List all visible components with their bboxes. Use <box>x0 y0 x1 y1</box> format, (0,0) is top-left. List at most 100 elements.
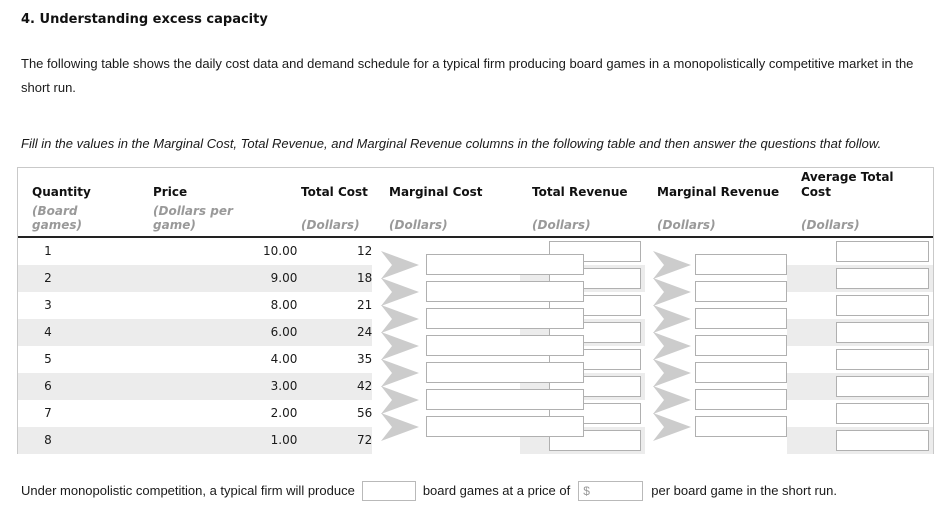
price-value: 3.00 <box>77 373 298 400</box>
marginal-cost-input[interactable] <box>426 308 584 329</box>
price-value: 1.00 <box>77 427 298 454</box>
column-units-total-revenue: (Dollars) <box>532 218 591 232</box>
cost-demand-table: Quantity Price Total Cost Marginal Cost … <box>17 167 934 454</box>
marginal-revenue-input[interactable] <box>695 308 787 329</box>
column-header-marginal-revenue: Marginal Revenue <box>657 185 780 199</box>
question-text-part3: per board game in the short run. <box>651 483 837 498</box>
quantity-value: 4 <box>18 319 78 346</box>
table-row: 7 2.00 56 <box>18 400 933 427</box>
instruction-text: Fill in the values in the Marginal Cost,… <box>21 136 882 151</box>
column-header-quantity: Quantity <box>32 185 91 199</box>
marginal-cost-input[interactable] <box>426 335 584 356</box>
column-header-price: Price <box>153 185 188 199</box>
average-total-cost-input[interactable] <box>836 295 930 316</box>
column-units-quantity: (Board games) <box>32 204 82 232</box>
average-total-cost-cell <box>787 427 934 454</box>
marginal-revenue-input[interactable] <box>695 362 787 383</box>
average-total-cost-cell <box>787 373 934 400</box>
marginal-revenue-input[interactable] <box>695 416 787 437</box>
marginal-revenue-input[interactable] <box>695 389 787 410</box>
average-total-cost-input[interactable] <box>836 268 930 289</box>
marginal-arrow-icon <box>381 278 419 306</box>
quantity-value: 6 <box>18 373 78 400</box>
average-total-cost-cell <box>787 238 933 265</box>
marginal-arrow-icon <box>381 359 419 387</box>
marginal-cost-input[interactable] <box>426 362 584 383</box>
total-cost-value: 72 <box>297 427 373 454</box>
price-input[interactable] <box>592 483 639 498</box>
total-cost-value: 12 <box>356 244 373 258</box>
average-total-cost-input[interactable] <box>836 349 930 370</box>
column-header-total-revenue: Total Revenue <box>532 185 628 199</box>
marginal-revenue-input[interactable] <box>695 281 787 302</box>
table-row: 8 1.00 72 <box>18 427 934 454</box>
average-total-cost-input[interactable] <box>836 241 930 262</box>
quantity-value: 8 <box>18 427 78 454</box>
quantity-value: 2 <box>18 265 78 292</box>
average-total-cost-cell <box>787 265 934 292</box>
marginal-arrow-icon <box>653 359 691 387</box>
page-title: 4. Understanding excess capacity <box>21 12 268 27</box>
marginal-cost-input[interactable] <box>426 254 584 275</box>
average-total-cost-cell <box>787 346 933 373</box>
total-cost-value: 21 <box>356 298 373 312</box>
average-total-cost-cell <box>787 292 933 319</box>
price-input-box[interactable]: $ <box>578 480 644 501</box>
column-units-average-total-cost: (Dollars) <box>801 218 860 232</box>
table-row: 1 10.00 12 <box>18 238 933 265</box>
average-total-cost-cell <box>787 319 934 346</box>
marginal-revenue-input[interactable] <box>695 254 787 275</box>
total-cost-value: 42 <box>297 373 373 400</box>
quantity-value: 5 <box>44 352 52 366</box>
marginal-revenue-input[interactable] <box>695 335 787 356</box>
fill-in-question: Under monopolistic competition, a typica… <box>21 480 946 501</box>
table-header-row: Quantity Price Total Cost Marginal Cost … <box>18 168 933 238</box>
question-text-part2: board games at a price of <box>422 483 571 498</box>
average-total-cost-input[interactable] <box>836 322 930 343</box>
column-units-price: (Dollars per game) <box>153 204 233 232</box>
marginal-cost-input[interactable] <box>426 416 584 437</box>
column-header-average-total-cost: Average Total Cost <box>801 170 894 199</box>
intro-paragraph: The following table shows the daily cost… <box>21 56 914 95</box>
marginal-arrow-icon <box>381 305 419 333</box>
average-total-cost-input[interactable] <box>836 376 930 397</box>
marginal-cost-input[interactable] <box>426 281 584 302</box>
average-total-cost-input[interactable] <box>836 430 930 451</box>
quantity-value: 1 <box>44 244 52 258</box>
dollar-prefix: $ <box>583 483 590 498</box>
total-cost-value: 56 <box>356 406 373 420</box>
price-value: 2.00 <box>270 406 298 420</box>
price-value: 4.00 <box>270 352 298 366</box>
column-units-total-cost: (Dollars) <box>301 218 360 232</box>
marginal-cost-input[interactable] <box>426 389 584 410</box>
price-value: 10.00 <box>263 244 298 258</box>
marginal-arrow-icon <box>653 386 691 414</box>
quantity-value: 7 <box>44 406 52 420</box>
quantity-value: 3 <box>44 298 52 312</box>
total-cost-value: 35 <box>356 352 373 366</box>
marginal-arrow-icon <box>653 305 691 333</box>
price-value: 8.00 <box>270 298 298 312</box>
marginal-arrow-icon <box>381 386 419 414</box>
table-body: 1 10.00 12 2 9.00 18 3 8.00 21 <box>18 238 934 454</box>
average-total-cost-cell <box>787 400 933 427</box>
column-header-total-cost: Total Cost <box>301 185 368 199</box>
question-text-part1: Under monopolistic competition, a typica… <box>21 483 355 498</box>
table-row: 2 9.00 18 <box>18 265 934 292</box>
total-cost-value: 24 <box>297 319 373 346</box>
marginal-arrow-icon <box>653 278 691 306</box>
marginal-arrow-icon <box>381 332 419 360</box>
marginal-arrow-icon <box>381 251 419 279</box>
price-value: 9.00 <box>77 265 298 292</box>
price-value: 6.00 <box>77 319 298 346</box>
marginal-arrow-icon <box>653 332 691 360</box>
marginal-arrow-icon <box>381 413 419 441</box>
column-header-marginal-cost: Marginal Cost <box>389 185 483 199</box>
column-units-marginal-revenue: (Dollars) <box>657 218 716 232</box>
table-row: 5 4.00 35 <box>18 346 933 373</box>
produce-quantity-input[interactable] <box>361 480 416 501</box>
total-cost-value: 18 <box>297 265 373 292</box>
marginal-arrow-icon <box>653 251 691 279</box>
marginal-arrow-icon <box>653 413 691 441</box>
average-total-cost-input[interactable] <box>836 403 930 424</box>
